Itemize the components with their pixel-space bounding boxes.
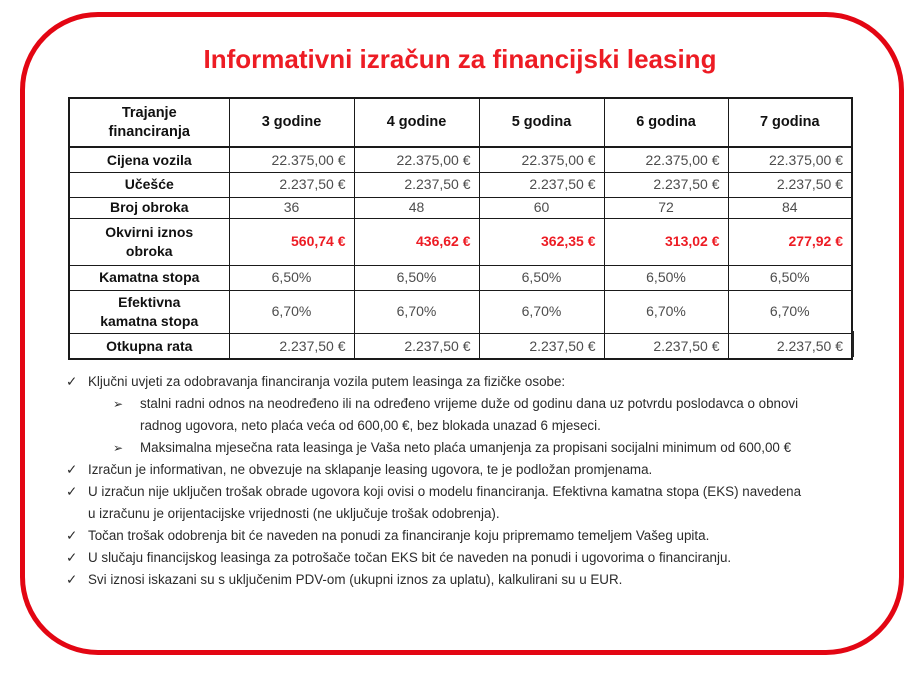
- list-subitem: ➢ stalni radni odnos na neodređeno ili n…: [66, 393, 914, 437]
- table-row: Otkupna rata 2.237,50 € 2.237,50 € 2.237…: [68, 332, 853, 360]
- row-label: Efektivna kamatna stopa: [68, 289, 230, 334]
- table-cell: 22.375,00 €: [727, 146, 853, 173]
- table-cell: 84: [727, 196, 853, 219]
- list-item: ✓ Ključni uvjeti za odobravanja financir…: [66, 371, 914, 393]
- table-cell: 6,50%: [478, 264, 605, 291]
- column-header: 6 godina: [603, 97, 729, 148]
- table-cell: 6,50%: [353, 264, 480, 291]
- notes-list: ✓ Ključni uvjeti za odobravanja financir…: [66, 371, 914, 591]
- table-row: Efektivna kamatna stopa 6,70% 6,70% 6,70…: [68, 289, 853, 334]
- table-cell: 22.375,00 €: [228, 146, 355, 173]
- page-title: Informativni izračun za financijski leas…: [203, 44, 717, 74]
- table-cell: 48: [353, 196, 480, 219]
- table-cell: 2.237,50 €: [478, 171, 605, 198]
- list-item: ✓ Izračun je informativan, ne obvezuje n…: [66, 459, 914, 481]
- table-cell: 2.237,50 €: [353, 171, 480, 198]
- column-header: 5 godina: [478, 97, 605, 148]
- table-cell: 2.237,50 €: [228, 332, 355, 360]
- list-item: ✓ Točan trošak odobrenja bit će naveden …: [66, 525, 914, 547]
- column-header: 7 godina: [727, 97, 853, 148]
- table-cell: 60: [478, 196, 605, 219]
- table-cell: 2.237,50 €: [727, 171, 853, 198]
- table-cell: 2.237,50 €: [478, 332, 605, 360]
- row-label: Kamatna stopa: [68, 264, 230, 291]
- checkmark-icon: ✓: [66, 528, 78, 543]
- table-cell: 36: [228, 196, 355, 219]
- checkmark-icon: ✓: [66, 572, 78, 587]
- table-cell: 277,92 €: [727, 217, 853, 266]
- table-cell: 2.237,50 €: [603, 171, 729, 198]
- table-cell: 313,02 €: [603, 217, 729, 266]
- table-cell: 6,50%: [603, 264, 729, 291]
- column-header: 3 godine: [228, 97, 355, 148]
- column-header: 4 godine: [353, 97, 480, 148]
- table-row-monthly-installment: Okvirni iznos obroka 560,74 € 436,62 € 3…: [68, 217, 853, 266]
- table-row: Kamatna stopa 6,50% 6,50% 6,50% 6,50% 6,…: [68, 264, 853, 291]
- table-cell: 6,70%: [353, 289, 480, 334]
- table-cell: 2.237,50 €: [353, 332, 480, 360]
- table-cell: 362,35 €: [478, 217, 605, 266]
- table-cell: 2.237,50 €: [727, 332, 853, 360]
- table-cell: 6,50%: [228, 264, 355, 291]
- arrowhead-icon: ➢: [113, 441, 124, 455]
- table-cell: 22.375,00 €: [478, 146, 605, 173]
- table-cell: 6,70%: [478, 289, 605, 334]
- list-item: ✓ U slučaju financijskog leasinga za pot…: [66, 547, 914, 569]
- table-cell: 2.237,50 €: [603, 332, 729, 360]
- table-cell: 6,50%: [727, 264, 853, 291]
- table-cell: 436,62 €: [353, 217, 480, 266]
- table-cell: 22.375,00 €: [353, 146, 480, 173]
- checkmark-icon: ✓: [66, 374, 78, 389]
- row-label: Cijena vozila: [68, 146, 230, 173]
- table-cell: 72: [603, 196, 729, 219]
- row-label: Otkupna rata: [68, 332, 230, 360]
- list-subitem: ➢ Maksimalna mjesečna rata leasinga je V…: [66, 437, 914, 459]
- checkmark-icon: ✓: [66, 550, 78, 565]
- leasing-table: Trajanje financiranja 3 godine 4 godine …: [68, 97, 853, 360]
- row-label: Broj obroka: [68, 196, 230, 219]
- table-cell: 2.237,50 €: [228, 171, 355, 198]
- checkmark-icon: ✓: [66, 462, 78, 477]
- table-row: Broj obroka 36 48 60 72 84: [68, 196, 853, 219]
- table-cell: 6,70%: [603, 289, 729, 334]
- row-label: Okvirni iznos obroka: [68, 217, 230, 266]
- table-cell: 6,70%: [228, 289, 355, 334]
- list-item: ✓ Svi iznosi iskazani su s uključenim PD…: [66, 569, 914, 591]
- table-cell: 6,70%: [727, 289, 853, 334]
- table-cell: 560,74 €: [228, 217, 355, 266]
- table-row: Učešće 2.237,50 € 2.237,50 € 2.237,50 € …: [68, 171, 853, 198]
- table-cell: 22.375,00 €: [603, 146, 729, 173]
- corner-header: Trajanje financiranja: [68, 97, 230, 148]
- list-item: ✓ U izračun nije uključen trošak obrade …: [66, 481, 914, 525]
- table-header-row: Trajanje financiranja 3 godine 4 godine …: [68, 97, 853, 148]
- text-cursor-artifact: [852, 331, 854, 357]
- rounded-red-border: [20, 12, 904, 655]
- table-row: Cijena vozila 22.375,00 € 22.375,00 € 22…: [68, 146, 853, 173]
- arrowhead-icon: ➢: [113, 397, 124, 411]
- checkmark-icon: ✓: [66, 484, 78, 499]
- row-label: Učešće: [68, 171, 230, 198]
